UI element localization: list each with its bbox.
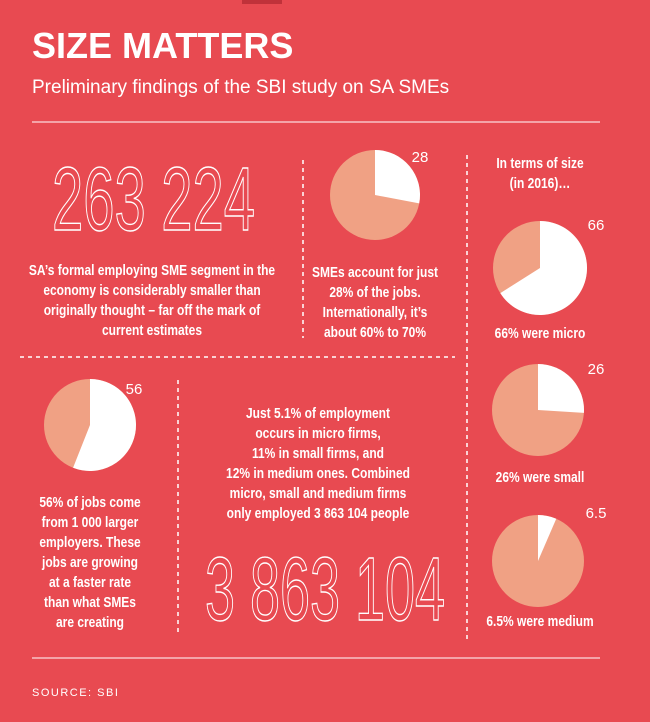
big-number: 3 863 104 — [205, 540, 445, 640]
caption-line: are creating — [56, 614, 124, 631]
top-tab — [242, 0, 282, 4]
caption-line: SA’s formal employing SME segment in the — [29, 262, 276, 279]
caption-line: 6.5% were medium — [486, 613, 593, 630]
caption-line: at a faster rate — [49, 574, 131, 591]
caption-line: (in 2016)… — [510, 175, 571, 192]
pie-slice — [375, 150, 420, 204]
caption-line: 66% were micro — [495, 325, 586, 342]
caption-line: occurs in micro firms, — [255, 425, 380, 442]
caption-line: from 1 000 larger — [42, 514, 139, 531]
pie-slice — [73, 379, 137, 472]
subtitle: Preliminary findings of the SBI study on… — [32, 77, 449, 98]
caption-line: current estimates — [102, 322, 202, 339]
caption-line: economy is considerably smaller than — [43, 282, 260, 299]
caption-line: employers. These — [39, 534, 141, 551]
caption-line: than what SMEs — [44, 594, 136, 611]
title: SIZE MATTERS — [32, 25, 293, 66]
caption-line: 28% of the jobs. — [329, 284, 420, 301]
caption-line: only employed 3 863 104 people — [227, 505, 410, 522]
caption-line: originally thought – far off the mark of — [44, 302, 261, 319]
caption-line: Just 5.1% of employment — [246, 405, 390, 422]
source: SOURCE: SBI — [32, 687, 119, 699]
pie-slice — [538, 364, 585, 413]
value-label: 28 — [412, 149, 429, 166]
caption-line: In terms of size — [496, 155, 584, 172]
value-label: 66 — [588, 217, 605, 234]
caption-line: jobs are growing — [41, 554, 138, 571]
caption-line: 26% were small — [496, 469, 585, 486]
value-label: 6.5 — [586, 505, 607, 522]
caption-line: 11% in small firms, and — [252, 445, 384, 462]
big-number: 263 224 — [52, 150, 255, 250]
caption-line: 12% in medium ones. Combined — [226, 465, 410, 482]
caption-line: 56% of jobs come — [39, 494, 141, 511]
value-label: 26 — [588, 361, 605, 378]
caption-line: micro, small and medium firms — [230, 485, 407, 502]
pie-slice — [500, 221, 587, 315]
caption-line: Internationally, it’s — [323, 304, 428, 321]
pie-slice — [538, 515, 557, 561]
caption-line: SMEs account for just — [312, 264, 438, 281]
value-label: 56 — [126, 381, 143, 398]
caption-line: about 60% to 70% — [324, 324, 426, 341]
